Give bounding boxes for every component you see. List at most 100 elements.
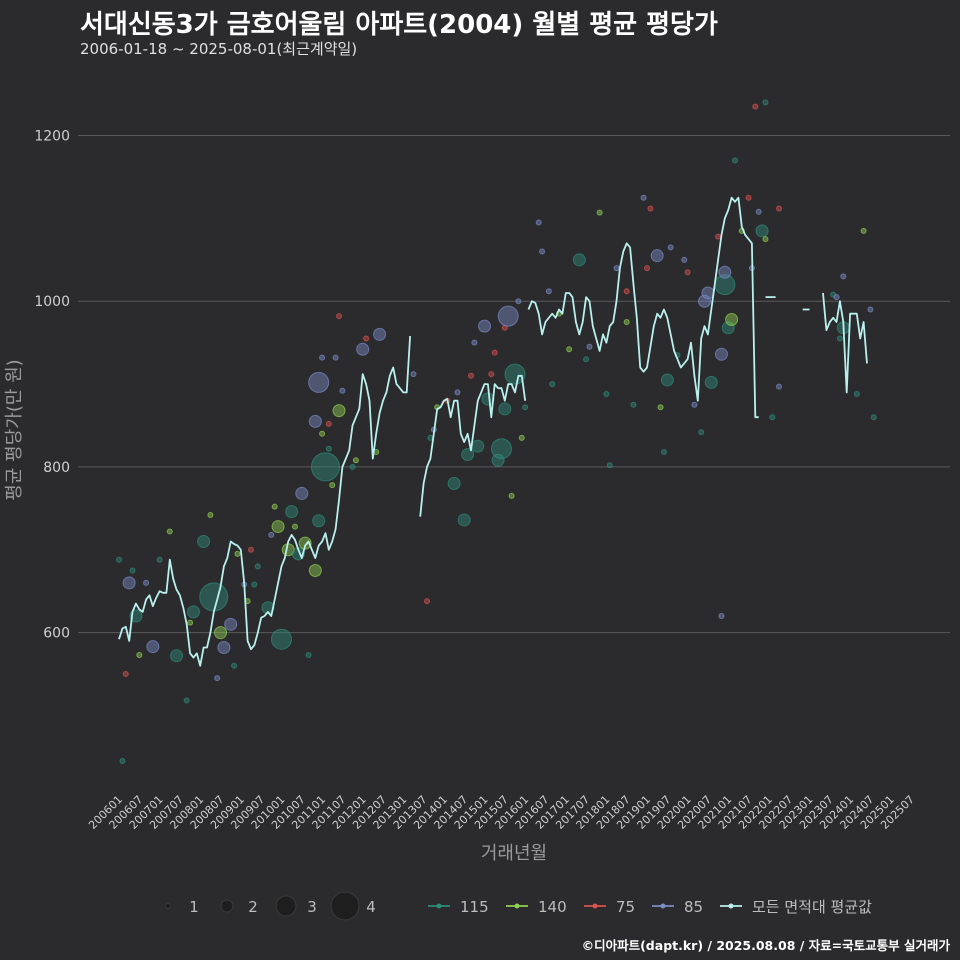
data-point-75	[684, 269, 691, 276]
data-point-140	[508, 492, 515, 499]
data-point-115	[325, 445, 332, 452]
data-point-85	[122, 576, 136, 590]
data-point-115	[660, 449, 667, 456]
mean-line-segment	[118, 335, 411, 667]
data-point-115	[522, 404, 529, 411]
data-point-85	[454, 389, 461, 396]
data-point-75	[468, 372, 474, 379]
data-point-115	[461, 447, 475, 461]
data-point-115	[549, 381, 556, 388]
data-point-85	[718, 265, 732, 279]
legend-dot-swatch	[728, 903, 734, 909]
x-axis: 2006012006072007012007072008012008072009…	[86, 793, 917, 832]
data-point-75	[424, 598, 430, 605]
data-point-140	[566, 346, 573, 353]
data-point-85	[143, 579, 150, 586]
data-point-115	[572, 253, 586, 267]
data-point-85	[698, 294, 712, 308]
data-point-115	[732, 157, 738, 164]
legend-size-dot	[330, 891, 360, 921]
data-point-140	[352, 457, 359, 464]
data-point-115	[170, 649, 184, 663]
data-point-85	[356, 342, 370, 356]
data-point-75	[248, 546, 254, 553]
data-point-115	[603, 391, 610, 398]
data-point-85	[319, 354, 326, 361]
legend-size-dot	[275, 895, 297, 917]
data-point-115	[721, 321, 735, 335]
data-point-140	[271, 503, 278, 510]
data-point-85	[867, 306, 874, 313]
data-point-85	[667, 244, 674, 251]
data-point-115	[285, 505, 299, 519]
data-point-115	[471, 439, 485, 453]
data-point-85	[295, 486, 309, 500]
data-point-140	[623, 318, 630, 325]
data-point-115	[270, 628, 292, 650]
legend-size-label: 4	[366, 898, 376, 916]
legend-color-label: 모든 면적대 평균값	[752, 898, 872, 916]
legend-color-label: 85	[684, 898, 703, 916]
mean-line-segment	[527, 196, 759, 419]
chart-title: 서대신동3가 금호어울림 아파트(2004) 월별 평균 평당가	[80, 10, 718, 40]
data-point-85	[308, 371, 330, 393]
data-point-140	[136, 651, 143, 658]
data-point-75	[776, 205, 782, 212]
data-point-115	[769, 414, 776, 421]
data-point-85	[339, 387, 346, 394]
data-point-115	[312, 514, 326, 528]
data-point-115	[606, 462, 613, 469]
data-point-85	[478, 319, 492, 333]
data-point-115	[504, 363, 526, 385]
chart-subtitle: 2006-01-18 ~ 2025-08-01(최근계약일)	[80, 40, 358, 58]
legend-dot-swatch	[514, 903, 520, 909]
data-point-115	[186, 605, 200, 619]
legend-color-label: 115	[460, 898, 489, 916]
data-point-85	[535, 219, 542, 226]
data-point-85	[146, 640, 160, 654]
data-point-75	[647, 205, 654, 212]
data-point-85	[515, 298, 522, 305]
y-axis-title: 평균 평당가(만 원)	[4, 359, 25, 500]
data-point-115	[349, 463, 356, 470]
legend-size-dot	[165, 903, 171, 909]
data-point-85	[497, 305, 519, 327]
data-point-115	[251, 581, 258, 588]
data-point-115	[583, 356, 590, 363]
y-tick-label: 1200	[34, 129, 70, 145]
data-point-140	[332, 404, 346, 418]
data-point-75	[488, 371, 495, 378]
source-footer: ©디아파트(dapt.kr) / 2025.08.08 / 자료=국토교통부 실…	[581, 938, 950, 953]
data-point-140	[187, 619, 194, 626]
data-point-115	[490, 438, 512, 460]
data-point-115	[660, 373, 674, 387]
data-point-75	[491, 349, 498, 356]
data-point-115	[183, 697, 190, 704]
data-point-115	[199, 582, 229, 612]
data-point-140	[214, 626, 228, 640]
y-tick-label: 600	[43, 626, 70, 642]
data-point-140	[762, 236, 769, 243]
data-point-85	[718, 613, 725, 620]
scatter-points	[116, 99, 877, 765]
data-point-85	[755, 208, 762, 215]
data-point-140	[234, 550, 241, 557]
data-point-85	[308, 414, 322, 428]
legend-dot-swatch	[436, 903, 442, 909]
data-point-115	[498, 402, 512, 416]
data-point-115	[305, 651, 312, 658]
data-point-85	[332, 354, 339, 361]
data-point-115	[254, 563, 261, 570]
data-point-85	[268, 531, 275, 538]
data-point-140	[596, 209, 603, 216]
data-point-115	[853, 391, 860, 398]
data-point-85	[539, 248, 546, 255]
legend-size-label: 3	[307, 898, 317, 916]
legend-dot-swatch	[592, 903, 598, 909]
data-point-85	[214, 675, 221, 682]
data-point-115	[156, 556, 163, 563]
data-point-140	[860, 227, 867, 234]
data-point-140	[518, 434, 525, 441]
legend-size-dot	[220, 899, 234, 913]
